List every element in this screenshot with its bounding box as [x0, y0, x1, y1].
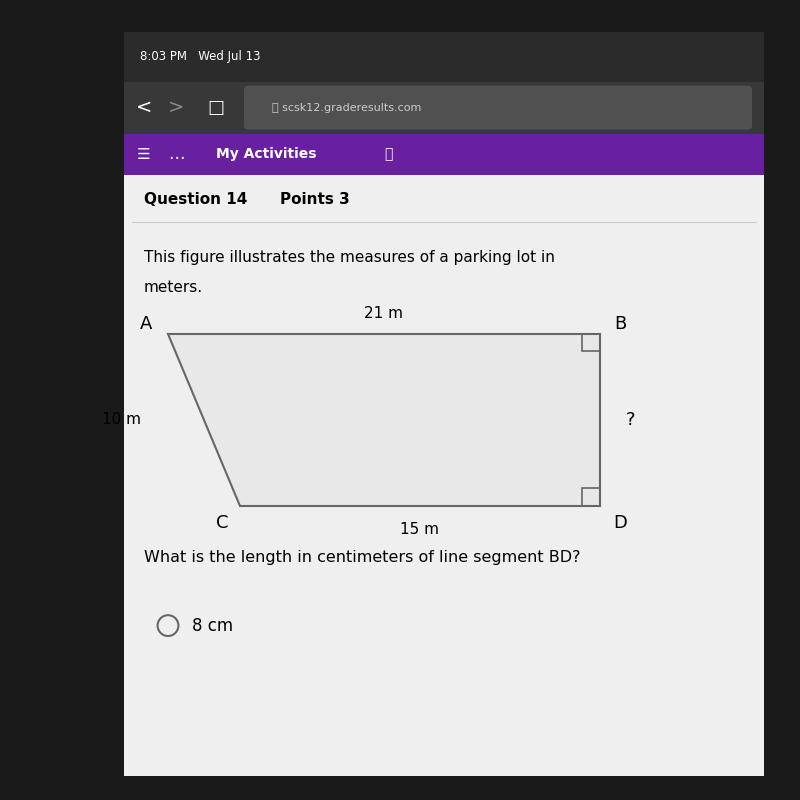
- Text: My Activities: My Activities: [216, 147, 317, 162]
- Text: ?: ?: [626, 410, 635, 429]
- Text: B: B: [614, 315, 626, 333]
- FancyBboxPatch shape: [244, 86, 752, 130]
- Text: □: □: [207, 98, 225, 117]
- Polygon shape: [168, 334, 600, 506]
- Bar: [124, 32, 764, 776]
- Text: C: C: [216, 514, 229, 532]
- Text: >: >: [168, 98, 184, 117]
- Text: 🔒 scsk12.graderesults.com: 🔒 scsk12.graderesults.com: [272, 102, 422, 113]
- Text: 🔍: 🔍: [384, 147, 392, 162]
- Text: meters.: meters.: [144, 281, 203, 295]
- Text: Points 3: Points 3: [280, 192, 350, 206]
- Text: ☰: ☰: [137, 147, 151, 162]
- Text: 10 m: 10 m: [102, 412, 141, 427]
- Text: 8:03 PM   Wed Jul 13: 8:03 PM Wed Jul 13: [140, 50, 261, 63]
- Bar: [124, 134, 764, 175]
- Bar: [124, 32, 764, 82]
- Text: 15 m: 15 m: [401, 522, 439, 537]
- Text: <: <: [136, 98, 152, 117]
- Text: This figure illustrates the measures of a parking lot in: This figure illustrates the measures of …: [144, 250, 555, 265]
- Text: 8 cm: 8 cm: [192, 617, 233, 634]
- Text: What is the length in centimeters of line segment BD?: What is the length in centimeters of lin…: [144, 550, 581, 565]
- Text: 21 m: 21 m: [365, 306, 403, 321]
- Text: D: D: [613, 514, 627, 532]
- Text: A: A: [139, 315, 152, 333]
- Text: Question 14: Question 14: [144, 192, 247, 206]
- Bar: [124, 82, 764, 134]
- Text: …: …: [168, 146, 184, 163]
